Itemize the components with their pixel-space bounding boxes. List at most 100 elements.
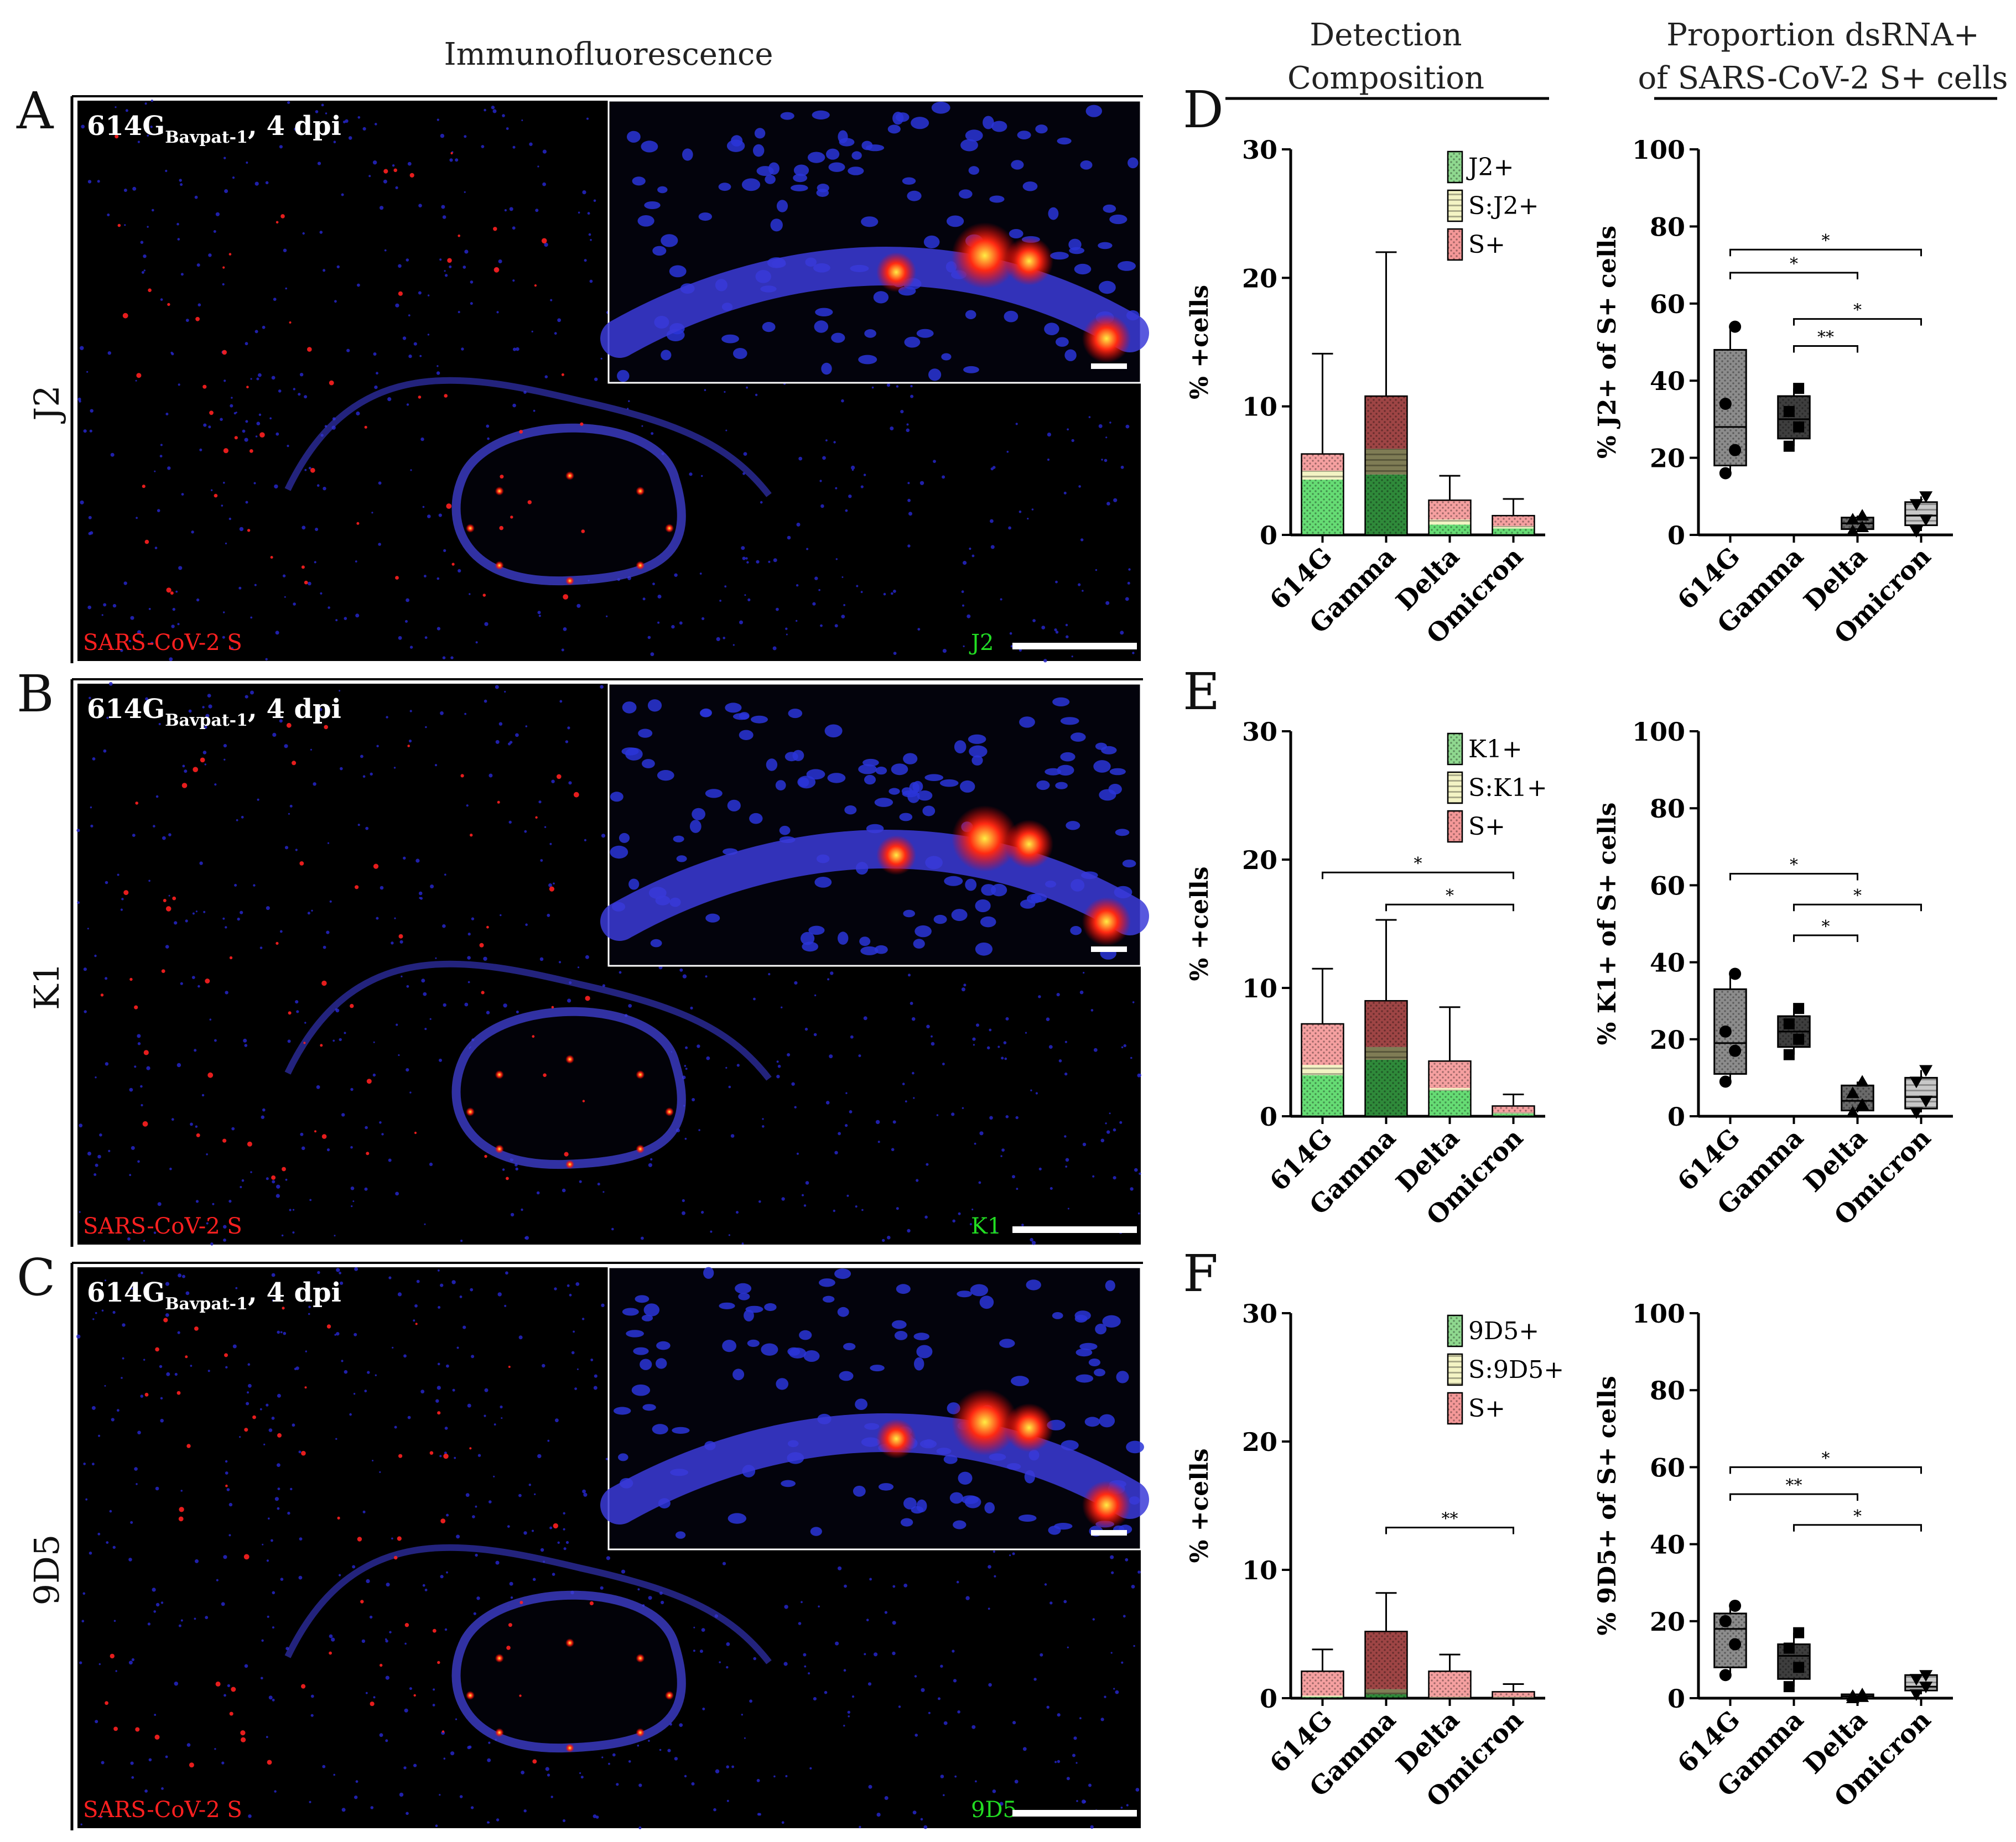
nucleus: [179, 179, 182, 182]
nucleus: [207, 1370, 210, 1372]
inset-nucleus: [698, 212, 713, 221]
significance-label: *: [1853, 886, 1862, 906]
nucleus: [406, 258, 409, 262]
nucleus: [488, 1741, 491, 1744]
nucleus: [1005, 1017, 1009, 1021]
nucleus: [432, 1704, 435, 1706]
nucleus: [593, 1386, 597, 1390]
nucleus: [272, 1626, 274, 1629]
nucleus: [280, 1578, 284, 1581]
y-tick-label: 80: [1650, 794, 1685, 824]
nucleus: [111, 1418, 115, 1422]
nucleus: [682, 974, 687, 979]
s-signal: [304, 1386, 307, 1389]
nucleus: [1021, 1224, 1024, 1227]
legend-label: J2+: [1466, 153, 1514, 181]
nucleus: [990, 519, 994, 523]
nucleus: [513, 347, 517, 351]
nucleus: [470, 1806, 474, 1809]
s-signal: [580, 422, 584, 426]
inset-nucleus: [618, 1453, 628, 1461]
nucleus: [892, 1585, 896, 1588]
inset-nucleus: [902, 177, 916, 185]
inset-nucleus: [864, 329, 876, 338]
nucleus: [825, 439, 828, 441]
data-point: [1856, 1075, 1869, 1087]
nucleus: [785, 1775, 788, 1777]
inset-nucleus: [827, 773, 846, 783]
nucleus: [398, 264, 402, 268]
nucleus: [496, 311, 499, 314]
nucleus: [241, 1179, 245, 1182]
s-signal: [357, 1537, 362, 1542]
panel-letter: C: [17, 1248, 55, 1307]
inset-nucleus: [810, 1527, 822, 1536]
inset-nucleus: [1050, 252, 1069, 260]
s-signal: [499, 525, 503, 530]
bar-segment-texture: [1301, 480, 1344, 535]
nucleus: [796, 522, 801, 527]
inset-nucleus: [1066, 821, 1080, 830]
nucleus: [137, 1034, 141, 1038]
nucleus: [931, 1035, 933, 1038]
nucleus: [354, 1267, 358, 1271]
nucleus: [398, 1054, 400, 1057]
s-signal: [161, 969, 165, 973]
nucleus: [177, 623, 180, 626]
nucleus: [869, 1578, 872, 1581]
s-signal: [356, 522, 360, 525]
nucleus: [435, 1399, 439, 1403]
nucleus: [518, 1494, 522, 1497]
nucleus: [130, 616, 134, 620]
nucleus: [199, 448, 202, 451]
s-signal: [508, 1623, 512, 1627]
nucleus: [437, 577, 440, 580]
nucleus: [208, 704, 212, 709]
nucleus: [845, 509, 848, 512]
nucleus: [1104, 459, 1108, 462]
nucleus: [940, 1664, 943, 1668]
inset-nucleus: [860, 946, 879, 955]
s-signal: [549, 886, 555, 892]
nucleus: [777, 1064, 781, 1068]
nucleus: [489, 773, 493, 778]
inset-nucleus: [947, 215, 964, 227]
s-signal: [155, 1347, 159, 1352]
legend-swatch-texture: [1448, 811, 1462, 842]
nucleus: [503, 1003, 507, 1008]
inset-nucleus: [1103, 204, 1116, 213]
nucleus: [398, 636, 402, 640]
inset-nucleus: [851, 151, 862, 160]
s-signal: [301, 1684, 306, 1689]
nucleus: [436, 371, 440, 375]
nucleus: [475, 1505, 477, 1508]
nucleus: [1104, 1695, 1106, 1698]
nucleus: [298, 1450, 302, 1454]
inset-nucleus: [735, 1283, 752, 1294]
nucleus: [725, 429, 728, 431]
nucleus: [128, 639, 132, 643]
nucleus: [333, 1773, 335, 1776]
nucleus: [254, 584, 257, 586]
nucleus: [699, 1650, 703, 1653]
nucleus: [292, 1231, 295, 1234]
nucleus: [887, 1236, 891, 1240]
nucleus: [838, 1132, 841, 1136]
inset-nucleus: [766, 758, 778, 771]
nucleus: [796, 620, 798, 622]
nucleus: [1105, 1122, 1107, 1125]
nucleus: [419, 355, 422, 357]
nucleus: [225, 1366, 228, 1369]
s-signal: [276, 221, 279, 224]
inset-nucleus: [971, 755, 983, 766]
nucleus: [1027, 518, 1029, 520]
legend-swatch-texture: [1448, 1315, 1462, 1346]
nucleus: [160, 444, 163, 446]
inset-nucleus: [676, 855, 687, 862]
s-signal: [246, 386, 249, 388]
inset-nucleus: [999, 1339, 1015, 1348]
nucleus: [117, 1409, 119, 1412]
nucleus: [825, 1101, 830, 1105]
significance-bracket: [1385, 1526, 1514, 1534]
